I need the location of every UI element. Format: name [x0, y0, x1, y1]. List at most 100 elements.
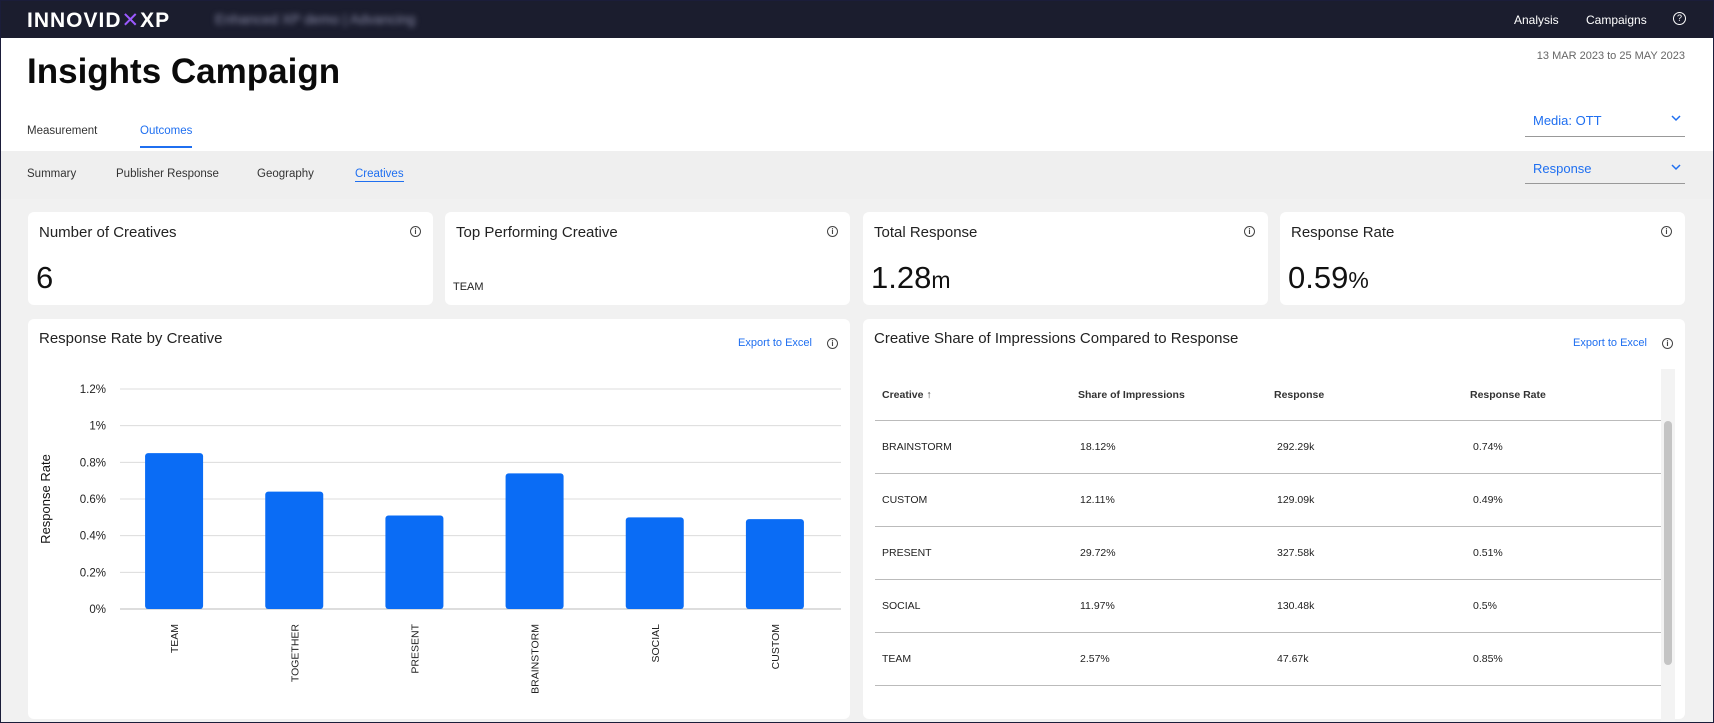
column-header-share-of-impressions[interactable]: Share of Impressions [1078, 389, 1185, 401]
cell-rate: 0.5% [1473, 600, 1497, 612]
media-select[interactable]: Media: OTT [1525, 105, 1685, 137]
chevron-down-icon [1671, 115, 1681, 122]
kpi-title: Number of Creatives [39, 224, 177, 241]
cell-share: 12.11% [1080, 494, 1115, 506]
x-tick-label: CUSTOM [770, 624, 782, 669]
logo-xp: XP [140, 9, 171, 32]
bar [265, 491, 324, 609]
logo-x: ✕ [121, 9, 141, 32]
chart-title: Response Rate by Creative [39, 330, 223, 347]
info-icon[interactable]: i [410, 226, 421, 237]
cell-creative: CUSTOM [882, 494, 928, 506]
kpi-card-number-of-creatives: Number of Creatives i 6 [28, 212, 433, 305]
subtab-creatives[interactable]: Creatives [355, 168, 404, 182]
kpi-value: TEAM [453, 281, 484, 293]
nav-analysis[interactable]: Analysis [1514, 13, 1559, 27]
innovid-logo[interactable]: INNOVID✕XP [27, 8, 170, 33]
cell-share: 11.97% [1080, 600, 1115, 612]
cell-share: 18.12% [1080, 441, 1116, 453]
bar [145, 453, 204, 609]
column-header-response[interactable]: Response [1274, 389, 1325, 401]
column-header-creative[interactable]: Creative ↑ [882, 389, 932, 401]
y-tick-label: 0.4% [80, 531, 106, 543]
info-icon[interactable]: i [827, 226, 838, 237]
info-icon[interactable]: i [1661, 226, 1672, 237]
media-select-value: Media: OTT [1533, 113, 1602, 128]
table-header: Creative ↑ Share of Impressions Response… [875, 369, 1661, 421]
subtab-publisher-response[interactable]: Publisher Response [116, 168, 219, 180]
kpi-title: Top Performing Creative [456, 224, 618, 241]
export-to-excel-link[interactable]: Export to Excel [1573, 337, 1647, 349]
cell-share: 29.72% [1080, 547, 1116, 559]
campaign-name-blurred: Enhanced XP demo | Advancing [215, 11, 416, 27]
help-icon[interactable]: ? [1673, 12, 1686, 25]
cell-creative: PRESENT [882, 547, 932, 559]
kpi-value: 1.28m [871, 260, 951, 295]
page-header: Insights Campaign 13 MAR 2023 to 25 MAY … [1, 38, 1713, 151]
share-table-card: Creative Share of Impressions Compared t… [863, 319, 1685, 722]
kpi-card-total-response: Total Response i 1.28m [863, 212, 1268, 305]
logo-main: INNOVID [27, 9, 122, 32]
cell-response: 327.58k [1277, 547, 1315, 559]
y-tick-label: 1% [89, 421, 106, 433]
table-row: PRESENT 29.72% 327.58k 0.51% [875, 527, 1661, 580]
table-row: SOCIAL 11.97% 130.48k 0.5% [875, 580, 1661, 633]
cell-response: 47.67k [1277, 653, 1309, 665]
nav-campaigns[interactable]: Campaigns [1586, 13, 1647, 27]
kpi-title: Response Rate [1291, 224, 1395, 241]
table-row: BRAINSTORM 18.12% 292.29k 0.74% [875, 421, 1661, 474]
export-to-excel-link[interactable]: Export to Excel [738, 337, 812, 349]
kpi-value: 6 [36, 260, 54, 295]
column-header-response-rate[interactable]: Response Rate [1470, 389, 1546, 401]
cell-share: 2.57% [1080, 653, 1110, 665]
table-row: TEAM 2.57% 47.67k 0.85% [875, 633, 1661, 686]
cell-rate: 0.85% [1473, 653, 1503, 665]
y-tick-label: 0.2% [80, 567, 106, 579]
y-axis-label: Response Rate [38, 454, 53, 544]
subtab-summary[interactable]: Summary [27, 168, 77, 180]
metric-select-value: Response [1533, 161, 1592, 176]
cell-response: 292.29k [1277, 441, 1315, 453]
bar [625, 517, 684, 609]
y-tick-label: 0.6% [80, 494, 106, 506]
y-tick-label: 0.8% [80, 457, 106, 469]
x-tick-label: TEAM [169, 624, 181, 653]
cell-rate: 0.74% [1473, 441, 1503, 453]
subtab-bar: Summary Publisher Response Geography Cre… [1, 151, 1713, 199]
table-scrollbar[interactable] [1661, 369, 1675, 722]
cell-creative: SOCIAL [882, 600, 921, 612]
x-tick-label: BRAINSTORM [530, 624, 542, 694]
page-title: Insights Campaign [27, 52, 341, 91]
cell-rate: 0.49% [1473, 494, 1503, 506]
response-rate-bar-chart: 0% 0.2% 0.4% 0.6% 0.8% 1% 1.2% Response Rate TEA… [38, 384, 841, 694]
table-row: CUSTOM 12.11% 129.09k 0.49% [875, 474, 1661, 527]
bar [385, 515, 444, 609]
info-icon[interactable]: i [1244, 226, 1255, 237]
y-tick-label: 1.2% [80, 384, 106, 396]
chevron-down-icon [1671, 164, 1681, 171]
table-title: Creative Share of Impressions Compared t… [874, 330, 1239, 347]
y-tick-label: 0% [89, 604, 106, 616]
kpi-card-response-rate: Response Rate i 0.59% [1280, 212, 1685, 305]
kpi-value: 0.59% [1288, 260, 1369, 295]
tab-outcomes[interactable]: Outcomes [140, 125, 193, 148]
cell-response: 130.48k [1277, 600, 1315, 612]
top-nav: INNOVID✕XP Enhanced XP demo | Advancing … [1, 1, 1713, 38]
tab-measurement[interactable]: Measurement [27, 125, 98, 137]
cell-creative: TEAM [882, 653, 912, 665]
cell-creative: BRAINSTORM [882, 441, 952, 453]
metric-select[interactable]: Response [1525, 151, 1685, 184]
info-icon[interactable]: i [827, 338, 838, 349]
x-tick-label: TOGETHER [289, 624, 301, 683]
bar [505, 473, 564, 609]
info-icon[interactable]: i [1662, 338, 1673, 349]
bar [745, 519, 804, 609]
x-tick-label: SOCIAL [650, 624, 662, 663]
response-rate-chart-card: Response Rate by Creative Export to Exce… [28, 319, 850, 719]
cell-rate: 0.51% [1473, 547, 1503, 559]
subtab-geography[interactable]: Geography [257, 168, 314, 180]
scrollbar-thumb[interactable] [1664, 421, 1672, 665]
cell-response: 129.09k [1277, 494, 1315, 506]
date-range: 13 MAR 2023 to 25 MAY 2023 [1536, 50, 1685, 62]
